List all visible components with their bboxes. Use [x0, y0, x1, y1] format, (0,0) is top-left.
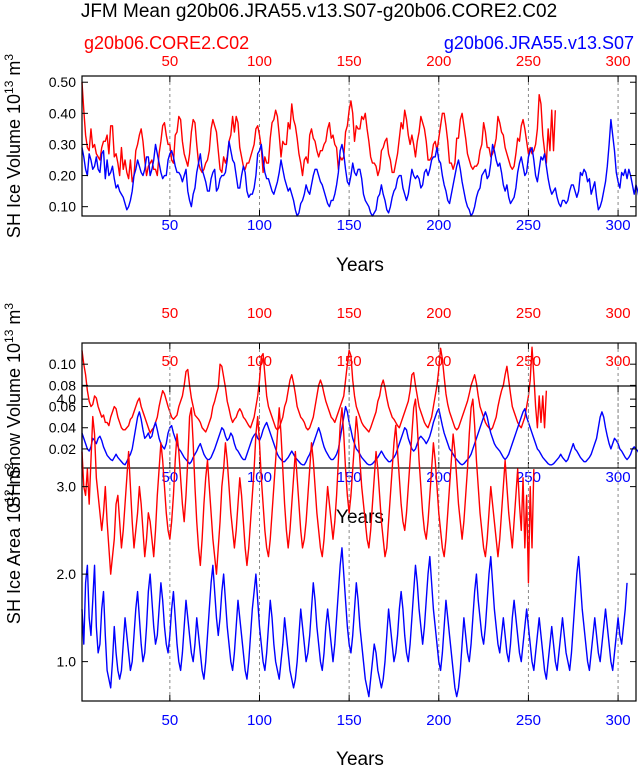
ytick-label: 0.08	[49, 377, 76, 393]
xtick-label-top: 50	[162, 305, 179, 322]
series-core2	[81, 82, 557, 183]
xtick-label-top: 150	[337, 305, 362, 322]
series-jra55	[81, 118, 638, 217]
ytick-label: 0.10	[49, 199, 76, 215]
y-axis-label-exponent: 3	[2, 303, 16, 310]
ytick-label: 0.04	[49, 420, 76, 436]
xtick-label-bottom: 50	[162, 712, 179, 729]
series-core2	[81, 346, 548, 434]
ytick-label: 1.0	[57, 654, 77, 670]
x-axis-label: Years	[336, 255, 384, 276]
xtick-label-top: 300	[606, 353, 631, 370]
series-core2	[81, 398, 535, 584]
legend-core2: g20b06.CORE2.C02	[84, 33, 249, 53]
y-axis-label-text: SH Ice Volume 10	[4, 94, 24, 238]
panel-1: 0.10 0.20 0.30 0.40 0.50 50 50 100 100 150 150 200 2…	[2, 53, 638, 276]
ytick-label: 2.0	[57, 566, 77, 582]
xtick-label-bottom: 250	[516, 712, 541, 729]
xtick-label-bottom: 300	[606, 712, 631, 729]
ytick-label: 0.10	[49, 356, 76, 372]
legend-jra55: g20b06.JRA55.v13.S07	[444, 33, 634, 53]
xtick-label-top: 100	[247, 353, 272, 370]
xtick-label-top: 250	[516, 353, 541, 370]
plot-frame	[81, 75, 637, 217]
xtick-label-top: 100	[247, 305, 272, 322]
xtick-label-top: 50	[162, 53, 179, 70]
y-axis-label-exponent: 12	[2, 489, 16, 503]
y-axis-label-exponent: 13	[2, 329, 16, 343]
xtick-label-bottom: 200	[426, 712, 451, 729]
y-axis-label-text: SH Snow Volume 10	[4, 343, 24, 508]
xtick-label-top: 250	[516, 53, 541, 70]
ytick-label: 0.20	[49, 168, 76, 184]
panel-3: 1.0 2.0 3.0 4.0 50 50 100 100 150 150 200 200 250 250…	[2, 353, 637, 770]
xtick-label-bottom: 150	[337, 712, 362, 729]
xtick-label-top: 150	[337, 53, 362, 70]
y-axis-label-exponent: 3	[2, 54, 16, 61]
y-axis-label-exponent: 2	[2, 463, 16, 470]
x-axis-label: Years	[336, 749, 384, 770]
y-axis-label: SH Snow Volume 1013 m3	[2, 303, 24, 508]
xtick-label-top: 150	[337, 353, 362, 370]
ytick-label: 3.0	[57, 479, 77, 495]
chart-panels: 0.10 0.20 0.30 0.40 0.50 50 50 100 100 150 150 200 2…	[2, 53, 638, 770]
y-axis-label-text: SH Ice Area 10	[4, 503, 24, 624]
ytick-label: 0.50	[49, 74, 76, 90]
ytick-label: 0.06	[49, 399, 76, 415]
x-axis-label: Years	[336, 507, 384, 528]
y-axis-label-text: m	[4, 310, 24, 330]
series-jra55	[81, 547, 628, 698]
xtick-label-bottom: 100	[247, 712, 272, 729]
y-axis-label: SH Ice Area 1012 m2	[2, 463, 24, 624]
ytick-label: 0.02	[49, 441, 76, 457]
xtick-label-bottom: 300	[606, 217, 631, 234]
xtick-label-top: 100	[247, 53, 272, 70]
xtick-label-bottom: 150	[337, 217, 362, 234]
ytick-label: 0.30	[49, 136, 76, 152]
xtick-label-top: 300	[606, 53, 631, 70]
xtick-label-bottom: 250	[516, 217, 541, 234]
y-axis-label: SH Ice Volume 1013 m3	[2, 54, 24, 238]
xtick-label-bottom: 200	[426, 217, 451, 234]
xtick-label-bottom: 50	[162, 217, 179, 234]
xtick-label-top: 50	[162, 353, 179, 370]
plot-frame	[81, 385, 637, 702]
ytick-label: 0.40	[49, 105, 76, 121]
xtick-label-top: 200	[426, 53, 451, 70]
xtick-label-bottom: 100	[247, 217, 272, 234]
y-axis-label-exponent: 13	[2, 80, 16, 94]
xtick-label-top: 250	[516, 305, 541, 322]
xtick-label-top: 300	[606, 305, 631, 322]
figure-title: JFM Mean g20b06.JRA55.v13.S07-g20b06.COR…	[81, 1, 557, 22]
y-axis-label-text: m	[4, 61, 24, 81]
xtick-label-top: 200	[426, 353, 451, 370]
xtick-label-top: 200	[426, 305, 451, 322]
ytick-label: 4.0	[57, 391, 77, 407]
y-axis-label-text: m	[4, 470, 24, 490]
